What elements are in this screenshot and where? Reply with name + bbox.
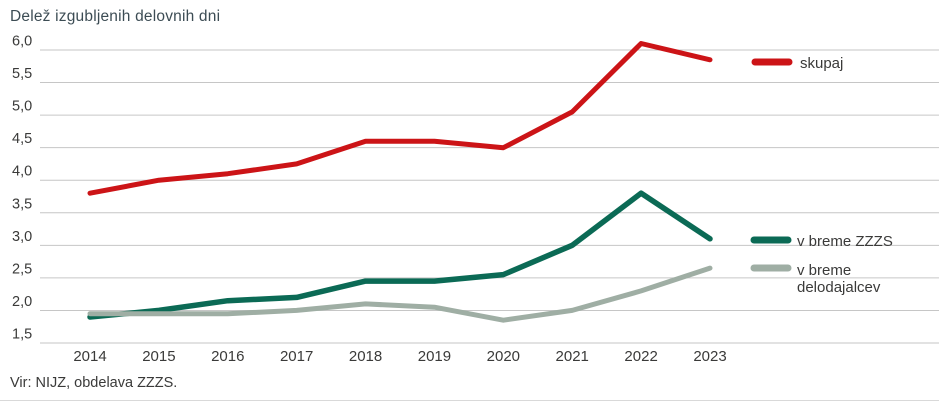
- y-tick-label: 6,0: [12, 34, 32, 50]
- x-axis-labels: 2014 2015 2016 2017 2018 2019 2020 2021 2022 2023: [73, 348, 726, 365]
- y-tick-label: 3,0: [12, 229, 32, 245]
- y-axis-labels: 6,0 5,5 5,0 4,5 4,0 3,5 3,0 2,5 2,0 1,5: [12, 34, 32, 343]
- source-note: Vir: NIJZ, obdelava ZZZS.: [10, 375, 178, 391]
- x-tick-label: 2017: [280, 348, 313, 365]
- series-line-zzzs: [87, 190, 713, 320]
- x-tick-label: 2019: [418, 348, 451, 365]
- legend-label-zzzs: v breme ZZZS: [797, 233, 893, 250]
- x-tick-label: 2020: [487, 348, 520, 365]
- x-tick-label: 2022: [624, 348, 657, 365]
- legend: skupaj v breme ZZZS v breme delodajalcev: [750, 55, 893, 296]
- y-tick-label: 5,5: [12, 66, 32, 82]
- x-tick-label: 2023: [693, 348, 726, 365]
- y-tick-label: 1,5: [12, 327, 32, 343]
- legend-label-delodajalcev-line1: v breme: [797, 262, 851, 279]
- legend-label-skupaj: skupaj: [800, 55, 843, 72]
- y-tick-label: 5,0: [12, 99, 32, 115]
- series-line-skupaj: [87, 41, 713, 196]
- y-tick-label: 4,5: [12, 131, 32, 147]
- series-line-delodajalcev: [87, 265, 713, 323]
- y-tick-label: 2,0: [12, 294, 32, 310]
- x-tick-label: 2015: [142, 348, 175, 365]
- x-tick-label: 2021: [556, 348, 589, 365]
- x-tick-label: 2014: [73, 348, 106, 365]
- x-tick-label: 2018: [349, 348, 382, 365]
- legend-label-delodajalcev-line2: delodajalcev: [797, 279, 881, 296]
- y-tick-label: 2,5: [12, 261, 32, 277]
- y-tick-label: 3,5: [12, 196, 32, 212]
- x-tick-label: 2016: [211, 348, 244, 365]
- gridlines: [40, 49, 939, 344]
- chart-title: Delež izgubljenih delovnih dni: [10, 8, 221, 25]
- y-tick-label: 4,0: [12, 164, 32, 180]
- data-series: [87, 41, 713, 323]
